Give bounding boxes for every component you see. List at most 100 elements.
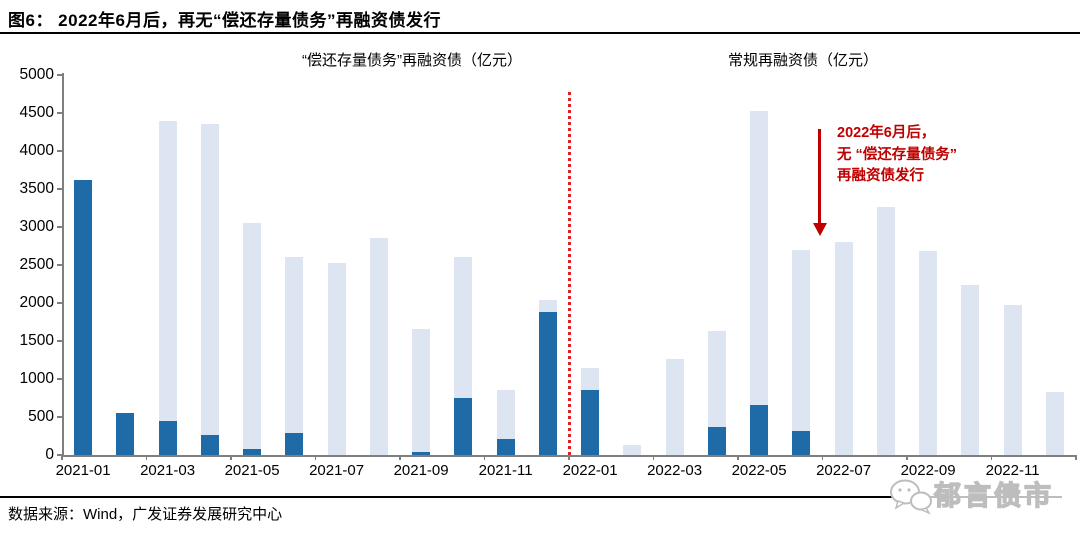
- y-axis-tick-label: 1500: [19, 332, 54, 349]
- watermark-logo: 郁言债市: [888, 477, 1054, 515]
- y-axis-tick-label: 4000: [19, 142, 54, 159]
- bar-regular: [496, 390, 515, 455]
- bar-repay-debt: [454, 398, 473, 455]
- x-axis-tick-label: 2022-09: [900, 462, 956, 479]
- x-axis-tick: [314, 455, 317, 460]
- bar-repay-debt: [412, 452, 431, 455]
- bar-regular: [623, 445, 642, 455]
- bar-regular: [412, 329, 431, 455]
- legend-swatch-dark-blue: [285, 54, 296, 65]
- y-axis-tick: [57, 188, 62, 190]
- x-axis-tick: [1075, 455, 1077, 460]
- x-axis-tick-label: 2022-03: [647, 462, 703, 479]
- x-axis-tick: [230, 455, 232, 460]
- y-axis-tick: [57, 150, 62, 152]
- bar-regular: [243, 223, 262, 455]
- x-axis-tick: [145, 455, 148, 460]
- x-axis-tick-label: 2021-03: [140, 462, 196, 479]
- annotation-text: 2022年6月后， 无 “偿还存量债务” 再融资债发行: [837, 123, 957, 188]
- annotation-line: 再融资债发行: [837, 168, 924, 184]
- figure-title: 图6： 2022年6月后，再无“偿还存量债务”再融资债发行: [8, 11, 441, 30]
- x-axis-tick-label: 2022-01: [562, 462, 618, 479]
- bar-regular: [665, 359, 684, 455]
- bar-regular: [876, 207, 895, 455]
- bar-regular: [158, 120, 177, 455]
- x-axis-tick: [990, 455, 993, 460]
- bar-regular: [919, 251, 938, 455]
- legend-swatch-light-blue: [711, 54, 722, 65]
- y-axis-tick-label: 1000: [19, 370, 54, 387]
- y-axis-line: [62, 73, 64, 455]
- bar-regular: [1045, 391, 1064, 455]
- y-axis-tick: [57, 378, 62, 380]
- bar-repay-debt: [750, 405, 769, 455]
- bar-regular: [750, 110, 769, 455]
- y-axis-tick-label: 2500: [19, 256, 54, 273]
- watermark-text: 郁言债市: [933, 480, 1054, 511]
- y-axis-tick: [57, 302, 62, 304]
- x-axis-tick: [568, 455, 570, 460]
- wechat-icon: [890, 479, 932, 515]
- bar-regular: [707, 331, 726, 455]
- bar-regular: [792, 249, 811, 455]
- x-axis-tick-label: 2022-11: [985, 462, 1040, 479]
- bar-repay-debt: [116, 413, 135, 455]
- x-axis-tick-label: 2021-11: [478, 462, 533, 479]
- title-divider-line: [0, 32, 1080, 34]
- y-axis-tick: [57, 74, 62, 76]
- y-axis-tick: [57, 112, 62, 114]
- x-axis-tick-label: 2021-09: [393, 462, 449, 479]
- y-axis-tick: [57, 226, 62, 228]
- x-axis-tick-label: 2022-07: [816, 462, 872, 479]
- x-axis-tick-label: 2021-07: [309, 462, 365, 479]
- bar-repay-debt: [792, 430, 811, 455]
- y-axis-tick-label: 3500: [19, 180, 54, 197]
- x-axis-tick: [652, 455, 655, 460]
- annotation-line: 无 “偿还存量债务”: [837, 146, 958, 163]
- x-axis-tick: [483, 455, 486, 460]
- bar-regular: [285, 256, 304, 455]
- x-axis-tick: [61, 455, 63, 460]
- x-axis-tick: [399, 455, 401, 460]
- bottom-divider-line-gray: [893, 496, 1062, 498]
- bar-regular: [1003, 305, 1022, 455]
- y-axis-tick-label: 2000: [19, 294, 54, 311]
- bar-repay-debt: [158, 420, 177, 455]
- x-axis-tick-label: 2022-05: [731, 462, 787, 479]
- bar-regular: [200, 124, 219, 455]
- x-axis-tick: [906, 455, 908, 460]
- red-arrow-head-icon: [813, 223, 827, 236]
- annotation-line: 2022年6月后，: [837, 125, 936, 141]
- bar-regular: [834, 242, 853, 455]
- legend-item-regular: 常规再融资债（亿元）: [711, 49, 878, 70]
- bar-repay-debt: [243, 448, 262, 455]
- bar-repay-debt: [581, 390, 600, 455]
- red-dotted-divider-line: [568, 92, 571, 455]
- bar-repay-debt: [200, 434, 219, 455]
- data-source-text: 数据来源：Wind，广发证券发展研究中心: [8, 506, 283, 523]
- bar-regular: [327, 262, 346, 455]
- bar-repay-debt: [496, 439, 515, 455]
- legend-label: “偿还存量债务”再融资债（亿元）: [302, 52, 522, 69]
- y-axis-tick-label: 0: [45, 446, 54, 463]
- x-axis-tick-label: 2021-05: [224, 462, 280, 479]
- legend-item-repay-debt: “偿还存量债务”再融资债（亿元）: [285, 49, 522, 70]
- bar-regular: [961, 284, 980, 455]
- y-axis-tick-label: 500: [28, 408, 54, 425]
- bar-repay-debt: [285, 432, 304, 455]
- bar-regular: [369, 237, 388, 455]
- y-axis-tick: [57, 264, 62, 266]
- y-axis-tick: [57, 340, 62, 342]
- y-axis-tick-label: 5000: [19, 66, 54, 83]
- bar-repay-debt: [538, 312, 557, 455]
- bottom-divider-line: [0, 496, 893, 498]
- x-axis-tick: [737, 455, 739, 460]
- x-axis-tick: [821, 455, 824, 460]
- y-axis-tick-label: 3000: [19, 218, 54, 235]
- bar-repay-debt: [74, 179, 93, 455]
- bar-repay-debt: [707, 426, 726, 455]
- y-axis-tick: [57, 454, 62, 456]
- x-axis-tick-label: 2021-01: [55, 462, 111, 479]
- red-arrow-line: [818, 129, 821, 224]
